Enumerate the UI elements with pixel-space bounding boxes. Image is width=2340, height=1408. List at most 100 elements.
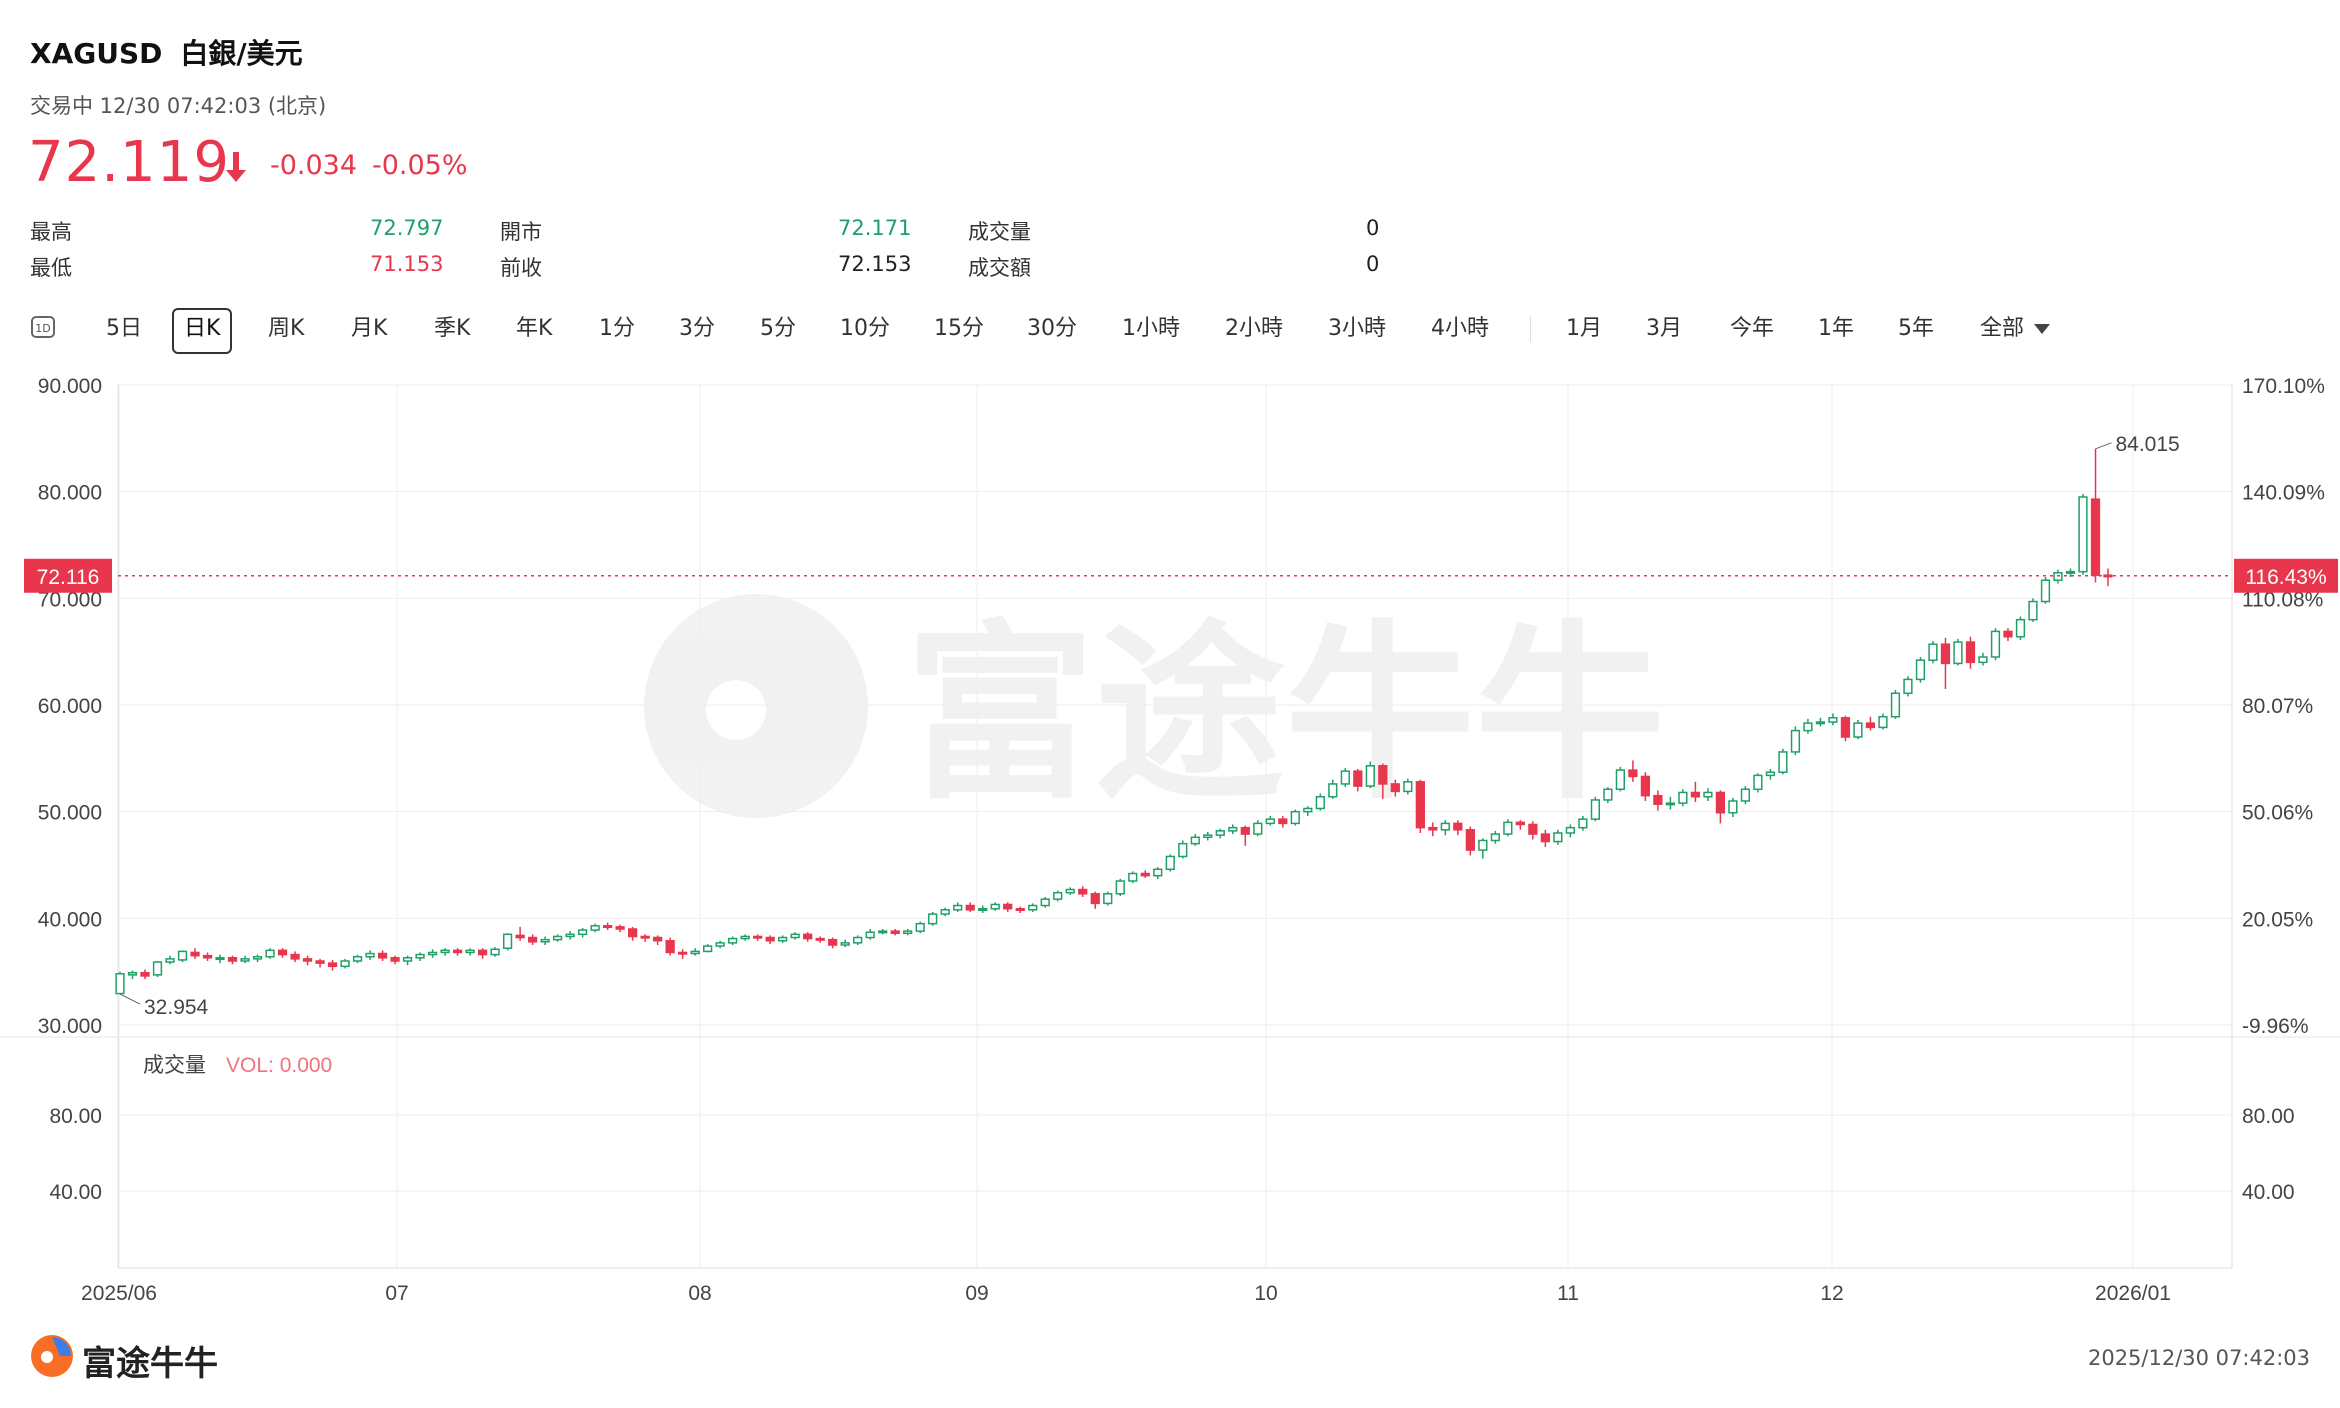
tab-week-k[interactable]: 周K [268,316,305,341]
candle-body [1278,818,1288,825]
candle-body [2015,618,2026,638]
tab-day-k[interactable]: 日K [172,308,233,354]
y-tick-label: 70.000 [38,588,102,611]
candle-body [115,973,125,995]
chevron-down-icon [2034,324,2051,334]
volume-label: 成交量 [968,220,1031,244]
candle-body [765,936,775,942]
y-right-tick-label: 80.07% [2242,695,2313,718]
candle-body [327,962,338,968]
candle-body [2003,630,2013,638]
high-label: 最高 [30,220,72,244]
arrow-down-icon [222,150,250,190]
candle-body [1190,836,1200,845]
candle-body [490,948,500,956]
candle-body [1053,891,1063,900]
candle-body [265,949,275,958]
candle-body [903,930,913,935]
candle-body [1253,822,1263,835]
candle-body [1865,722,1876,729]
candle-body [1065,888,1075,894]
candle-body [227,957,238,962]
tab-range-all-label: 全部 [1980,316,2025,341]
candle-body [465,949,475,954]
candle-body [828,938,838,946]
tab-range-3m[interactable]: 3月 [1646,316,1682,341]
tab-range-1y[interactable]: 1年 [1818,316,1854,341]
candle-body [1903,678,1913,695]
candle-body [2078,496,2088,573]
x-tick-label: 2025/06 [81,1282,157,1305]
candle-body [2090,498,2101,576]
candle-body [1440,822,1450,831]
candle-body [1828,717,1838,723]
tab-quarter-k[interactable]: 季K [434,316,471,341]
tab-4hour[interactable]: 4小時 [1431,316,1489,341]
candle-body [427,951,438,956]
candles-layer [115,448,2113,995]
tab-range-1m[interactable]: 1月 [1566,316,1602,341]
candlestick-chart[interactable]: 富途牛牛 90.000 170.10%80.000 140.09%70.000 110… [0,360,2340,1320]
tab-2hour[interactable]: 2小時 [1225,316,1283,341]
x-tick-label: 11 [1557,1282,1579,1305]
candle-body [803,933,813,940]
tab-10min[interactable]: 10分 [840,316,890,341]
candle-body [653,936,663,942]
candle-body [1653,794,1663,805]
candle-body [1165,855,1175,871]
candle-body [2040,579,2051,603]
candle-body [840,942,850,946]
candle-body [753,935,763,939]
tab-range-5y[interactable]: 5年 [1898,316,1934,341]
candle-body [552,935,563,941]
candle-body [515,934,525,939]
candle-body [277,949,288,956]
tab-1hour[interactable]: 1小時 [1122,316,1180,341]
candle-body [1465,829,1475,851]
candle-body [878,930,888,934]
tab-month-k[interactable]: 月K [351,316,388,341]
x-tick-label: 12 [1820,1282,1843,1305]
candle-body [728,937,738,944]
candle-body [1478,839,1488,851]
tab-15min[interactable]: 15分 [934,316,984,341]
candle-body [740,935,750,940]
candle-body [1365,765,1375,787]
tab-range-all[interactable]: 全部 [1980,308,2051,350]
candle-body [1203,834,1213,839]
tab-range-ytd[interactable]: 今年 [1730,316,1775,341]
candle-body [978,907,988,911]
tab-divider [1530,316,1531,342]
y-right-tick-label: -9.96% [2242,1015,2309,1038]
tab-3hour[interactable]: 3小時 [1328,316,1386,341]
volume-tick-label: 40.00 [49,1181,102,1204]
candle-body [1578,818,1588,829]
prev-close-label: 前收 [500,256,542,280]
last-price: 72.119 [28,130,230,195]
candle-body [365,952,375,958]
tab-1min[interactable]: 1分 [599,316,635,341]
tab-year-k[interactable]: 年K [516,316,553,341]
candle-body [1328,783,1338,798]
tab-5d[interactable]: 5日 [106,316,142,341]
tab-3min[interactable]: 3分 [679,316,715,341]
open-value: 72.171 [838,216,912,240]
y-right-tick-label: 170.10% [2242,375,2325,398]
candle-body [1003,903,1013,910]
trading-status: 交易中 12/30 07:42:03 (北京) [30,94,327,118]
candle-body [1040,898,1050,907]
candle-body [1528,823,1538,835]
candle-body [302,958,313,962]
candle-body [1428,826,1438,831]
y-right-tick-label: 20.05% [2242,908,2313,931]
current-pct-tag [2234,558,2338,593]
candle-body [215,957,225,961]
tab-5min[interactable]: 5分 [760,316,796,341]
low-label: 最低 [30,256,72,280]
candle-body [1815,721,1826,725]
candle-body [1178,842,1188,858]
candle-body [2028,600,2038,621]
y-tick-label: 40.000 [38,908,102,931]
tab-30min[interactable]: 30分 [1027,316,1077,341]
calendar-1d-icon[interactable]: 1D [31,316,55,338]
